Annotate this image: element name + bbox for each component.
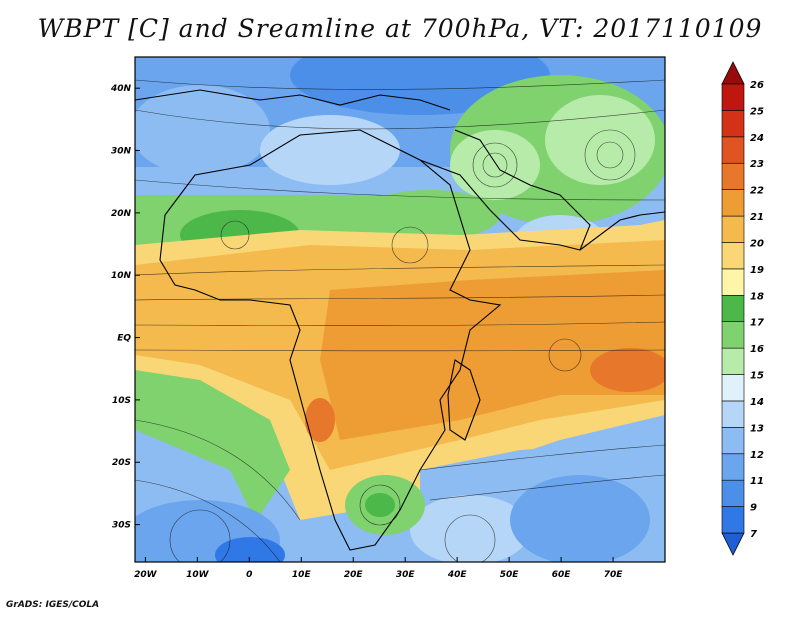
colorbar-label: 24 [750,133,764,144]
colorbar-swatch [721,479,745,507]
colorbar-label: 11 [750,476,764,487]
colorbar-swatch [721,294,745,323]
lat-tick-label: 30N [111,147,132,157]
colorbar-label: 21 [750,212,764,223]
colorbar-label: 7 [750,529,757,540]
map-title: WBPT [C] and Sreamline at 700hPa, VT: 20… [37,14,763,43]
lat-tick-label: 30S [112,521,131,531]
colorbar-swatch [721,400,745,428]
colorbar-swatch [721,215,745,243]
colorbar-label: 19 [750,265,764,276]
colorbar-label: 23 [750,159,764,170]
grads-credit: GrADS: IGES/COLA [6,600,100,610]
longitude-axis: 20W 10W 0 10E 20E 30E 40E 50E 60E 70E [134,557,623,580]
streamlines [135,79,665,562]
lon-tick-label: 20E [344,570,364,580]
lon-tick-label: 40E [447,570,468,580]
wbpt-field [135,57,665,562]
colorbar-swatch [721,83,745,111]
colorbar-swatch [721,506,745,534]
colorbar-swatch [721,321,745,349]
lon-tick-label: 50E [500,570,520,580]
lon-tick-label: 30E [396,570,416,580]
lon-tick-label: 60E [552,570,572,580]
lon-tick-label: 20W [134,570,158,580]
colorbar-swatch [721,268,745,296]
colorbar-swatch [721,162,745,190]
colorbar-swatch [721,347,745,375]
colorbar-top-arrow [721,61,745,85]
colorbar-label: 13 [750,423,764,434]
colorbar-label: 25 [750,106,764,117]
lon-tick-label: 10E [292,570,312,580]
latitude-axis: 40N 30N 20N 10N EQ 10S 20S 30S [110,84,140,531]
lat-tick-label: 10N [111,271,132,281]
colorbar-label: 15 [750,371,764,382]
colorbar-swatch [721,110,745,138]
colorbar-label: 12 [750,450,764,461]
colorbar-swatch [721,136,745,164]
lat-tick-label: 20S [112,458,131,468]
colorbar-label: 18 [750,291,764,302]
colorbar-label: 17 [750,318,764,329]
colorbar: 7 9 11 12 13 14 15 16 17 18 19 20 21 22 23 24 25 26 [721,61,764,556]
lon-tick-label: 0 [246,570,252,580]
colorbar-swatch [721,374,745,402]
colorbar-swatch [721,427,745,455]
colorbar-label: 20 [750,238,764,249]
colorbar-swatch [721,242,745,270]
colorbar-bottom-arrow [721,532,745,556]
colorbar-label: 26 [750,80,764,91]
map-frame [134,56,666,563]
coastlines [135,89,665,551]
colorbar-label: 9 [750,503,757,514]
lat-tick-label: 40N [110,84,132,94]
lon-tick-label: 70E [604,570,624,580]
lon-tick-label: 10W [186,570,210,580]
colorbar-swatch [721,453,745,481]
colorbar-label: 14 [750,397,764,408]
colorbar-label: 22 [750,186,764,197]
colorbar-label: 16 [750,344,764,355]
lat-tick-label: 20N [111,209,132,219]
lat-tick-label: EQ [117,334,131,344]
colorbar-swatch [721,189,745,217]
lat-tick-label: 10S [112,396,131,406]
